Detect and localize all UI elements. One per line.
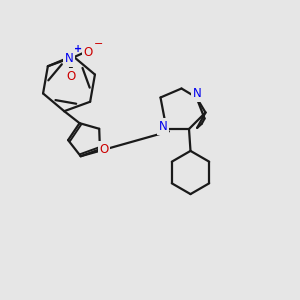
Text: N: N (158, 120, 167, 133)
Text: O: O (100, 143, 109, 156)
Text: +: + (74, 44, 82, 54)
Text: O: O (83, 46, 93, 59)
Text: N: N (193, 87, 202, 101)
Text: −: − (94, 39, 103, 49)
Text: O: O (66, 70, 75, 83)
Text: N: N (65, 52, 74, 65)
